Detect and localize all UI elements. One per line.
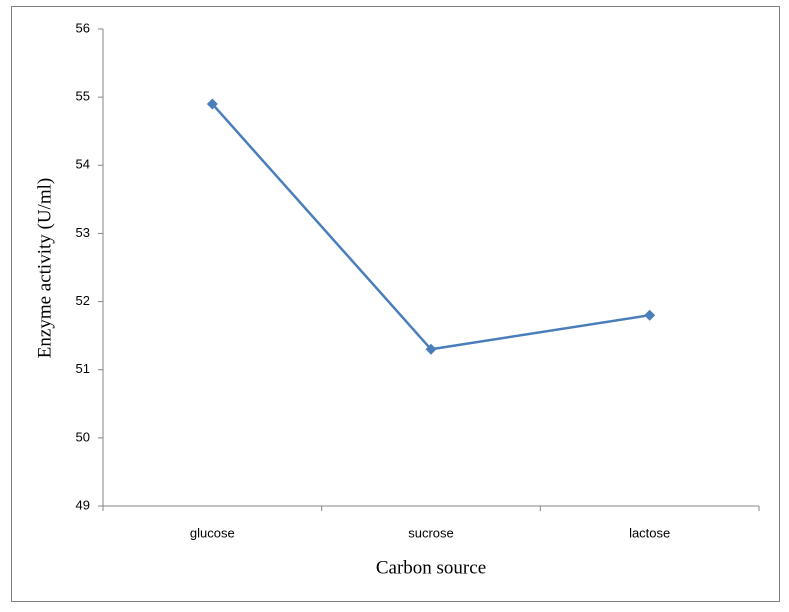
data-marker bbox=[206, 98, 218, 110]
y-axis-title: Enzyme activity (U/ml) bbox=[34, 178, 55, 358]
y-tick-label: 56 bbox=[76, 20, 90, 35]
y-tick-label: 51 bbox=[76, 361, 90, 376]
y-tick-label: 52 bbox=[76, 293, 90, 308]
chart-border bbox=[11, 6, 780, 602]
x-axis-title: Carbon source bbox=[376, 557, 486, 578]
data-marker bbox=[644, 309, 656, 321]
y-tick-label: 54 bbox=[76, 157, 90, 172]
x-tick-label: sucrose bbox=[408, 525, 454, 540]
x-tick-label: lactose bbox=[629, 525, 670, 540]
y-tick-label: 55 bbox=[76, 89, 90, 104]
data-marker bbox=[425, 343, 437, 355]
y-tick-label: 50 bbox=[76, 429, 90, 444]
x-tick-label: glucose bbox=[190, 525, 235, 540]
y-tick-label: 53 bbox=[76, 225, 90, 240]
y-tick-label: 49 bbox=[76, 497, 90, 512]
